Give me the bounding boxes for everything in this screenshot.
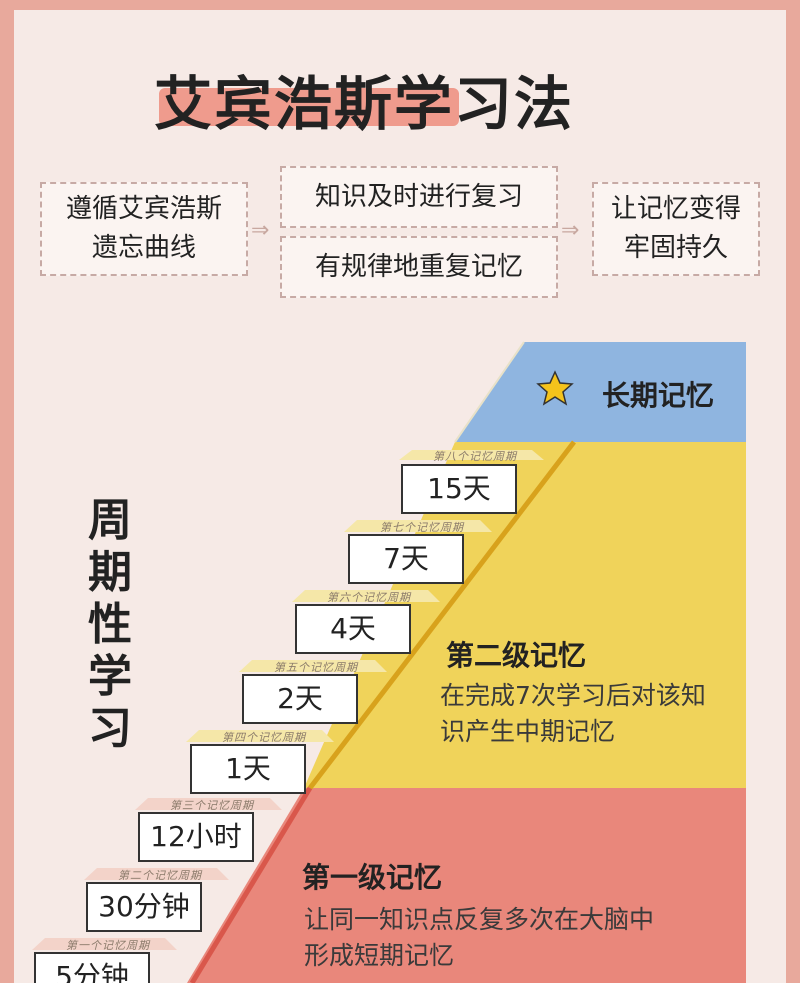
staircase-graphic (32, 341, 746, 983)
level1-desc-line1: 让同一知识点反复多次在大脑中 (304, 905, 655, 934)
side-char: 性 (88, 599, 132, 650)
poster: 艾宾浩斯学习法 遵循艾宾浩斯 遗忘曲线 ⇒ 知识及时进行复习 有规律地重复记忆 ⇒… (14, 10, 786, 983)
flow-left-line1: 遵循艾宾浩斯 (65, 194, 222, 224)
level1-title: 第一级记忆 (302, 861, 443, 894)
flow-mid-bottom: 有规律地重复记忆 (314, 251, 523, 282)
shelf-8 (399, 450, 544, 460)
shelf-3 (135, 798, 282, 810)
level2-desc: 在完成7次学习后对该知 识产生中期记忆 (440, 678, 740, 750)
long-term-label: 长期记忆 (602, 379, 715, 412)
shelf-2 (84, 868, 229, 880)
level2-title: 第二级记忆 (446, 639, 587, 672)
side-char: 周 (88, 495, 132, 546)
star-icon (536, 370, 574, 406)
level1-desc: 让同一知识点反复多次在大脑中 形成短期记忆 (304, 902, 734, 974)
step-box-8: 15天 (401, 464, 517, 514)
flow-mid-top: 知识及时进行复习 (314, 181, 523, 212)
step-box-5: 2天 (242, 674, 358, 724)
page-title: 艾宾浩斯学习法 (154, 70, 575, 138)
flow-arrow-right: ⇒ (561, 218, 580, 243)
shelf-1 (32, 938, 177, 950)
step-box-3: 12小时 (138, 812, 254, 862)
shelf-7 (344, 520, 492, 532)
level2-band (304, 442, 746, 788)
cycle-label-2: 第二个记忆周期 (118, 869, 202, 882)
flow-right-line1: 让记忆变得 (610, 194, 741, 224)
level2-desc-line1: 在完成7次学习后对该知 (440, 681, 706, 710)
flow-box-mid-bottom: 有规律地重复记忆 (280, 236, 558, 298)
level1-diagonal (189, 786, 313, 983)
flow-right-line2: 牢固持久 (623, 233, 728, 263)
cycle-label-5: 第五个记忆周期 (274, 661, 358, 674)
cycle-label-4: 第四个记忆周期 (222, 731, 306, 744)
level2-diagonal (308, 440, 576, 790)
step-box-6: 4天 (295, 604, 411, 654)
step-box-7: 7天 (348, 534, 464, 584)
flow-left-line2: 遗忘曲线 (91, 233, 196, 263)
step-box-4: 1天 (190, 744, 306, 794)
level1-band (187, 788, 746, 983)
side-char: 期 (88, 547, 132, 598)
cycle-label-6: 第六个记忆周期 (327, 591, 411, 604)
level1-desc-line2: 形成短期记忆 (304, 941, 455, 970)
title-highlight (159, 88, 459, 126)
side-char: 学 (88, 651, 132, 702)
step-box-2: 30分钟 (86, 882, 202, 932)
shelf-6 (292, 590, 440, 602)
cycle-label-1: 第一个记忆周期 (66, 939, 150, 952)
cycle-label-3: 第三个记忆周期 (170, 799, 254, 812)
level2-desc-line2: 识产生中期记忆 (440, 717, 616, 746)
flow-box-mid-top: 知识及时进行复习 (280, 166, 558, 228)
cycle-label-8: 第八个记忆周期 (433, 450, 517, 463)
side-char: 习 (88, 703, 132, 754)
flow-arrow-left: ⇒ (251, 218, 270, 243)
cycle-label-7: 第七个记忆周期 (380, 521, 464, 534)
shelf-4 (186, 730, 334, 742)
flow-box-left: 遵循艾宾浩斯 遗忘曲线 (40, 182, 248, 276)
flow-box-right: 让记忆变得 牢固持久 (592, 182, 760, 276)
shelf-5 (239, 660, 387, 672)
long-term-band (455, 342, 746, 442)
top-diagonal (454, 341, 525, 443)
step-box-1: 5分钟 (34, 952, 150, 983)
side-label: 周 期 性 学 习 (88, 495, 132, 755)
